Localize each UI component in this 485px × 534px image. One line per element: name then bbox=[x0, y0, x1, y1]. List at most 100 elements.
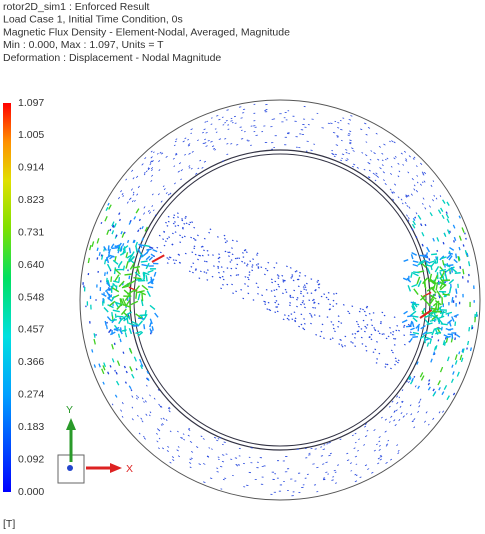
flux-vector bbox=[386, 363, 389, 366]
flux-vector bbox=[188, 167, 191, 169]
flux-vector bbox=[181, 236, 184, 239]
flux-vector bbox=[319, 335, 322, 338]
flux-vector bbox=[185, 215, 187, 218]
flux-vector bbox=[395, 360, 398, 363]
flux-vector bbox=[148, 256, 153, 261]
legend-label: 0.640 bbox=[18, 259, 44, 271]
flux-vector bbox=[289, 296, 292, 298]
flux-vector bbox=[103, 246, 107, 251]
flux-vector bbox=[136, 193, 139, 196]
flux-vector bbox=[114, 369, 116, 372]
flux-vector bbox=[428, 273, 433, 283]
flux-vector bbox=[437, 303, 440, 311]
flux-vector bbox=[427, 386, 431, 391]
flux-vector bbox=[153, 151, 155, 154]
flux-vector bbox=[391, 400, 394, 403]
flux-vector bbox=[394, 363, 396, 366]
flux-vector bbox=[197, 167, 200, 170]
flux-vector bbox=[344, 345, 347, 347]
flux-vector bbox=[114, 301, 120, 309]
flux-vector bbox=[135, 208, 140, 214]
flux-vector bbox=[141, 284, 149, 291]
flux-vector bbox=[421, 243, 424, 247]
flux-vector bbox=[136, 394, 138, 397]
flux-vector bbox=[313, 301, 316, 304]
flux-vector bbox=[175, 152, 178, 155]
flux-vector bbox=[310, 316, 313, 318]
flux-vector bbox=[197, 258, 199, 261]
flux-vector bbox=[189, 441, 193, 443]
flux-vector bbox=[439, 366, 444, 373]
flux-vector bbox=[231, 253, 234, 256]
flux-vector bbox=[273, 289, 276, 292]
flux-vector bbox=[437, 315, 445, 320]
flux-vector bbox=[337, 122, 340, 124]
flux-vector bbox=[205, 260, 208, 263]
flux-vector bbox=[303, 323, 306, 325]
flux-vector bbox=[448, 230, 451, 233]
flux-vector bbox=[165, 155, 168, 158]
flux-vector bbox=[332, 323, 335, 326]
flux-vector bbox=[365, 141, 368, 143]
flux-vector bbox=[100, 221, 103, 224]
flux-vector bbox=[411, 303, 416, 310]
flux-vector bbox=[194, 253, 197, 256]
flux-vector bbox=[129, 366, 133, 372]
flux-vector bbox=[198, 254, 200, 257]
flux-vector bbox=[238, 257, 241, 260]
flux-vector bbox=[235, 290, 238, 293]
flux-vector bbox=[121, 232, 125, 238]
flux-vector bbox=[410, 271, 413, 278]
flux-vector bbox=[160, 152, 164, 155]
flux-vector bbox=[204, 138, 206, 141]
flux-vector bbox=[149, 394, 151, 397]
flux-vector bbox=[296, 305, 298, 308]
flux-vector bbox=[376, 175, 379, 178]
flux-vector bbox=[146, 290, 151, 297]
flux-vector bbox=[134, 285, 141, 293]
flux-vector bbox=[281, 292, 284, 295]
flux-vector bbox=[228, 251, 231, 254]
flux-vector bbox=[435, 345, 438, 350]
flux-vector bbox=[182, 433, 185, 435]
flux-vector bbox=[377, 457, 381, 460]
flux-vector bbox=[181, 227, 184, 230]
flux-vector bbox=[174, 182, 176, 185]
flux-vector bbox=[265, 288, 268, 291]
flux-vector bbox=[350, 341, 353, 343]
flux-vector bbox=[167, 220, 170, 223]
flux-vector bbox=[389, 332, 392, 334]
flux-vector bbox=[221, 275, 224, 278]
flux-vector bbox=[267, 301, 270, 304]
flux-vector bbox=[432, 237, 435, 242]
flux-vector bbox=[189, 221, 192, 224]
flux-vector bbox=[452, 371, 455, 375]
flux-vector bbox=[396, 395, 399, 398]
flux-vector bbox=[251, 264, 254, 266]
flux-vector bbox=[372, 351, 375, 354]
flux-vector bbox=[137, 320, 143, 327]
flux-vector bbox=[144, 309, 147, 317]
flux-vector bbox=[149, 163, 152, 165]
flux-vector bbox=[408, 217, 410, 220]
flux-vector bbox=[439, 281, 447, 287]
flux-vector bbox=[308, 299, 311, 301]
flux-vector bbox=[111, 247, 118, 250]
flux-vector bbox=[341, 139, 343, 142]
flux-vector bbox=[224, 250, 227, 253]
flux-vector bbox=[462, 268, 465, 275]
flux-vector bbox=[429, 339, 432, 345]
flux-vector bbox=[403, 324, 406, 327]
flux-vector bbox=[464, 232, 466, 235]
flux-vector bbox=[424, 420, 426, 423]
flux-vector bbox=[459, 354, 463, 361]
flux-vector bbox=[406, 277, 412, 283]
flux-vector bbox=[446, 395, 450, 401]
flux-vector bbox=[382, 171, 385, 174]
flux-vector bbox=[172, 157, 175, 160]
flux-vector bbox=[447, 328, 454, 331]
flux-vector bbox=[124, 332, 128, 338]
flux-vector bbox=[325, 471, 328, 473]
flux-vector bbox=[115, 371, 118, 375]
